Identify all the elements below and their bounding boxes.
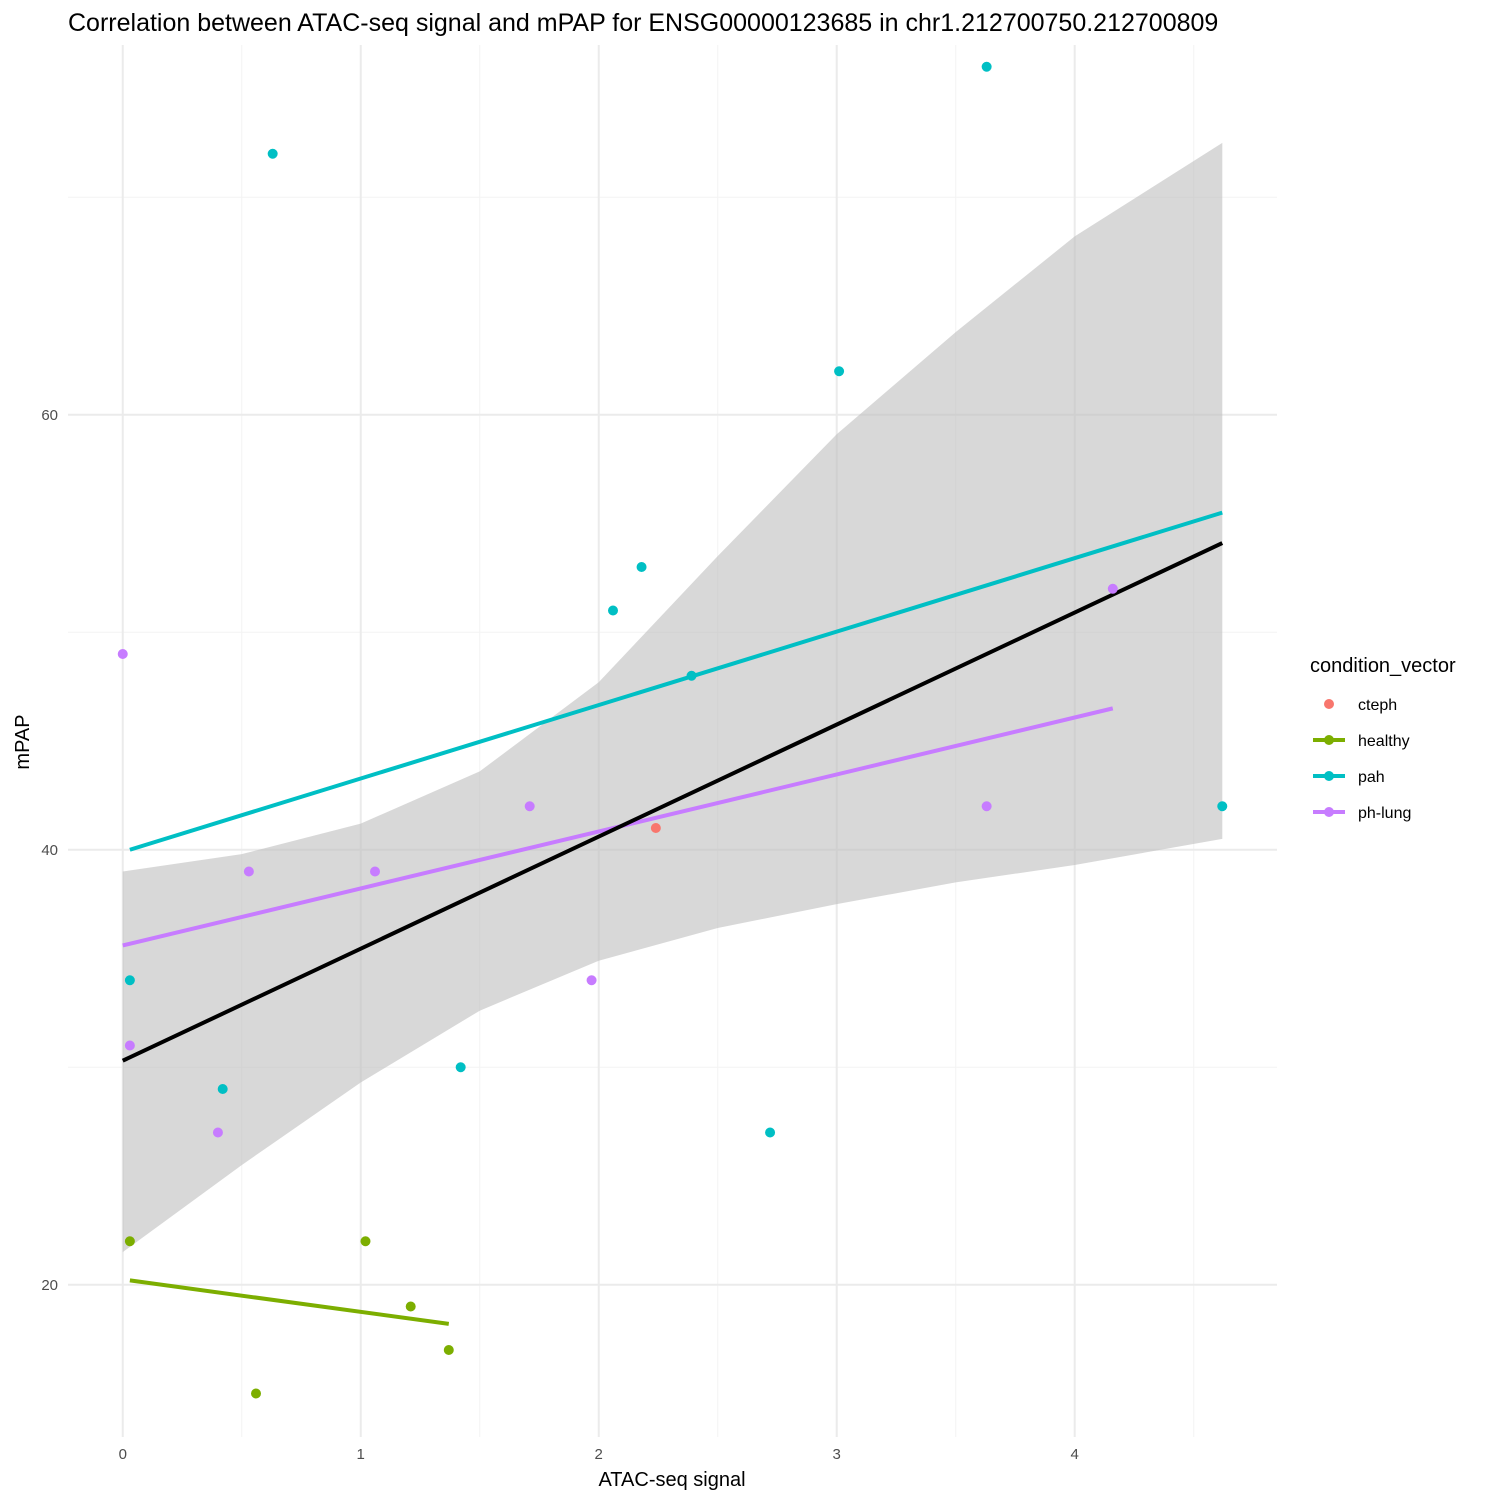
point-pah <box>981 61 992 72</box>
y-tick-label: 20 <box>41 1277 58 1294</box>
legend-key-point-pah <box>1324 771 1334 781</box>
point-pah <box>608 605 619 616</box>
point-ph-lung <box>124 1040 135 1051</box>
point-healthy <box>405 1301 416 1312</box>
y-axis-ticks: 20 40 60 <box>41 407 58 1294</box>
point-ph-lung <box>1107 583 1118 594</box>
confidence-band <box>122 142 1223 1253</box>
y-axis-title: mPAP <box>12 714 34 769</box>
point-pah <box>267 148 278 159</box>
x-tick-label: 3 <box>833 1446 841 1463</box>
fit-lines <box>121 510 1224 1326</box>
x-axis-ticks: 0 1 2 3 4 <box>119 1446 1079 1463</box>
legend-label-pah: pah <box>1358 769 1385 786</box>
point-healthy <box>124 1236 135 1247</box>
chart-title: Correlation between ATAC-seq signal and … <box>68 9 1218 37</box>
point-ph-lung <box>586 975 597 986</box>
point-cteph <box>650 823 661 833</box>
legend-label-healthy: healthy <box>1358 733 1410 750</box>
legend-label-cteph: cteph <box>1358 697 1397 714</box>
point-ph-lung <box>524 801 535 812</box>
point-pah <box>834 366 845 377</box>
point-pah <box>636 562 647 572</box>
overall-fit-line <box>121 541 1224 1063</box>
point-ph-lung <box>117 649 128 659</box>
y-tick-label: 40 <box>41 842 58 859</box>
x-tick-label: 2 <box>595 1446 603 1463</box>
point-pah <box>455 1062 466 1073</box>
ci-band <box>122 142 1223 1253</box>
point-pah <box>686 670 697 681</box>
point-ph-lung <box>212 1127 223 1138</box>
point-ph-lung <box>370 866 381 877</box>
fit-line-healthy <box>129 1278 450 1326</box>
legend-key-point-healthy <box>1324 735 1334 745</box>
point-ph-lung <box>243 866 254 877</box>
data-points <box>117 61 1228 1399</box>
legend: condition_vector cteph healthy pah ph-lung <box>1310 655 1456 822</box>
point-pah <box>1217 801 1228 812</box>
legend-label-ph-lung: ph-lung <box>1358 805 1411 822</box>
x-tick-label: 4 <box>1071 1446 1079 1463</box>
point-healthy <box>360 1236 371 1247</box>
point-pah <box>124 975 135 986</box>
x-axis-title: ATAC-seq signal <box>598 1469 745 1491</box>
legend-key-point-ph-lung <box>1324 807 1334 817</box>
y-tick-label: 60 <box>41 407 58 424</box>
x-tick-label: 0 <box>119 1446 127 1463</box>
legend-key-point-cteph <box>1324 699 1334 709</box>
point-pah <box>217 1084 228 1094</box>
x-tick-label: 1 <box>357 1446 365 1463</box>
point-healthy <box>251 1388 262 1399</box>
legend-title: condition_vector <box>1310 655 1456 677</box>
point-pah <box>765 1127 776 1138</box>
fit-line-pah <box>129 510 1223 852</box>
point-healthy <box>443 1345 454 1355</box>
point-ph-lung <box>981 801 992 812</box>
